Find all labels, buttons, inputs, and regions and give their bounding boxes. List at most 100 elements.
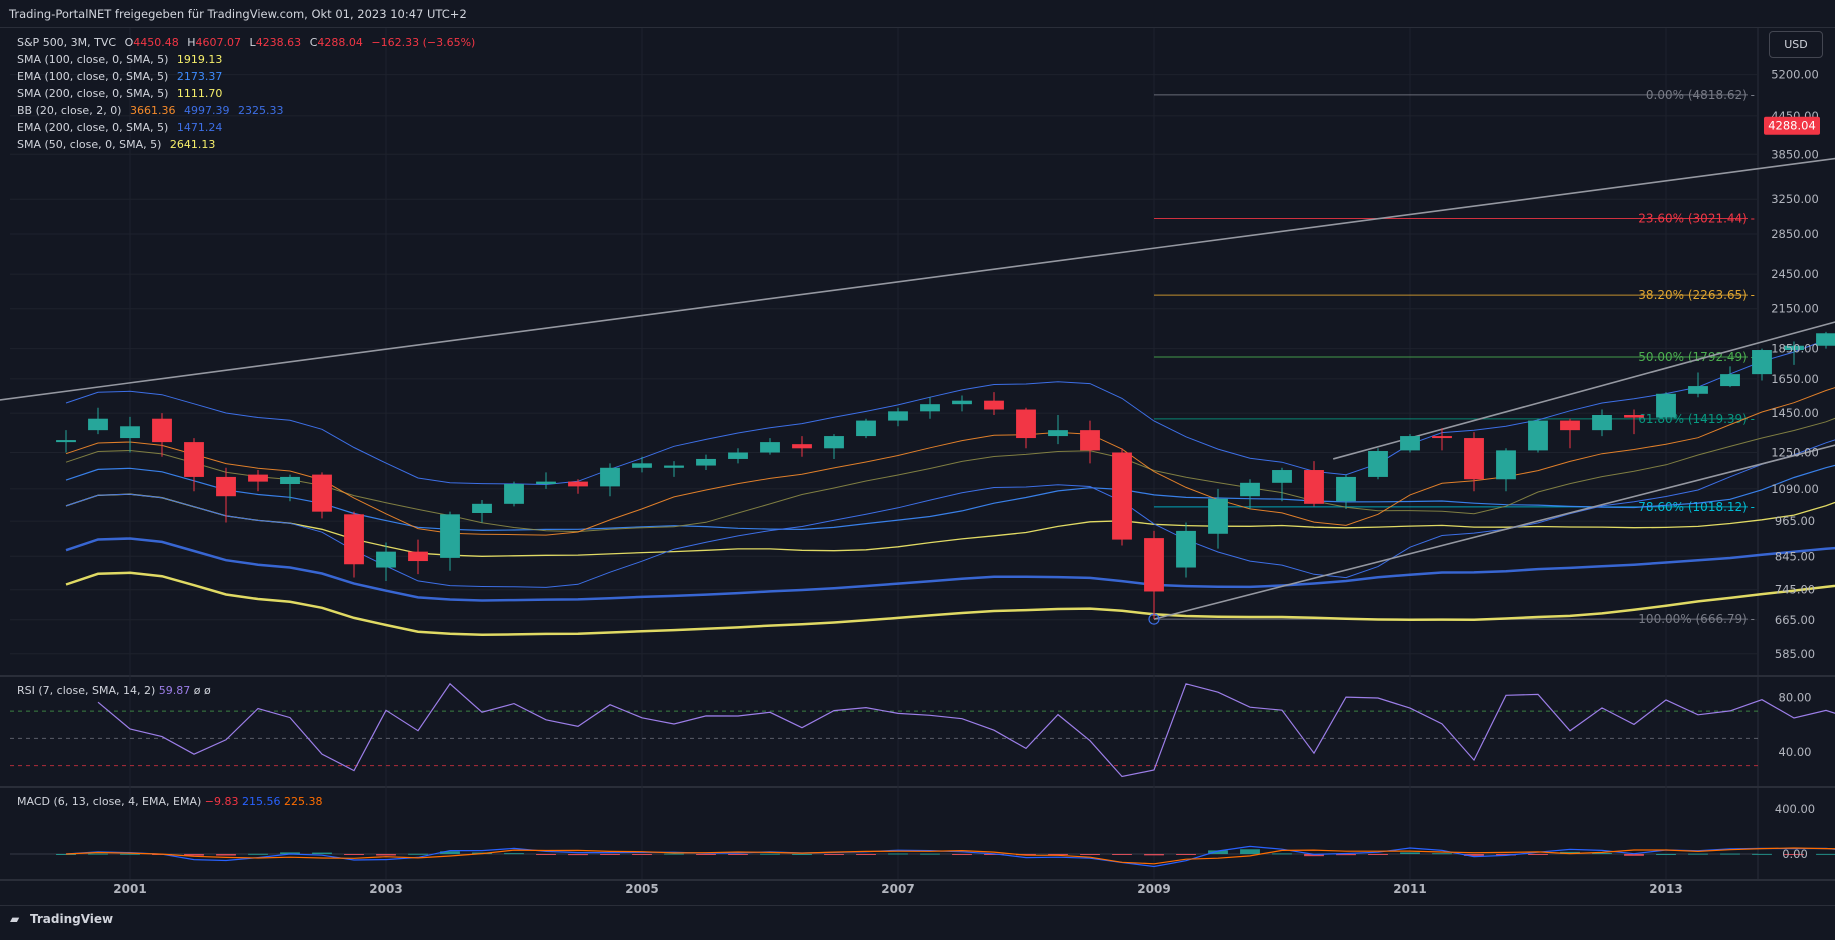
- candle-body: [1560, 420, 1580, 431]
- macd-histogram-bar: [1528, 854, 1548, 855]
- candle-body: [1496, 450, 1516, 480]
- macd-histogram-bar: [1752, 853, 1772, 855]
- indicator-bb[interactable]: BB (20, close, 2, 0) 3661.36 4997.39 232…: [17, 102, 480, 119]
- candle: [1016, 407, 1036, 449]
- macd-histogram-bar: [600, 854, 620, 855]
- fib-retracement: 0.00% (4818.62) - 23.60% (3021.44) - 38.20…: [1154, 88, 1755, 626]
- candle-body: [696, 458, 716, 466]
- grid: [10, 28, 1758, 879]
- candle: [600, 463, 620, 497]
- macd-histogram-bar: [1240, 849, 1260, 854]
- macd-histogram-bar: [1176, 854, 1196, 855]
- candle: [1752, 348, 1772, 381]
- macd-histogram-bar: [1816, 853, 1835, 855]
- macd-histogram-bar: [632, 854, 652, 855]
- candle: [984, 392, 1004, 415]
- rsi-pane: 80.00 40.00: [10, 682, 1835, 778]
- moving-averages: [65, 336, 1835, 637]
- macd-histogram-bar: [376, 854, 396, 856]
- candle-body: [1656, 393, 1676, 418]
- sma200-line: [65, 571, 1835, 637]
- candle: [472, 499, 492, 523]
- rsi-legend[interactable]: RSI (7, close, SMA, 14, 2) 59.87 ø ø: [17, 684, 211, 697]
- macd-histogram-bar: [408, 853, 428, 855]
- top-bar: Trading-PortalNET freigegeben für Tradin…: [0, 0, 1835, 28]
- indicator-sma100[interactable]: SMA (100, close, 0, SMA, 5) 1919.13: [17, 51, 480, 68]
- macd-histogram-bar: [280, 852, 300, 854]
- indicator-ema200[interactable]: EMA (200, close, 0, SMA, 5) 1471.24: [17, 119, 480, 136]
- candle: [1272, 467, 1292, 502]
- trendline-upper: [0, 157, 1835, 401]
- candle-body: [1624, 414, 1644, 418]
- indicator-name: BB (20, close, 2, 0): [17, 104, 122, 117]
- candle: [568, 479, 588, 494]
- indicator-value: 1111.70: [176, 87, 223, 100]
- macd-histogram-bar: [760, 853, 780, 855]
- indicator-sma50[interactable]: SMA (50, close, 0, SMA, 5) 2641.13: [17, 136, 480, 153]
- macd-pane: 400.00 0.00: [10, 802, 1835, 868]
- candle: [920, 397, 940, 419]
- macd-histogram-bar: [952, 854, 972, 855]
- candle-body: [1784, 345, 1804, 351]
- price-axis: 5200.004450.003850.003250.002850.002450.…: [1764, 68, 1820, 661]
- indicator-value: 4997.39: [183, 104, 230, 117]
- macd-tick-label: 400.00: [1775, 802, 1815, 816]
- macd-histogram-bar: [536, 854, 556, 855]
- candle-body: [56, 440, 76, 443]
- time-tick-label: 2005: [625, 882, 658, 896]
- macd-histogram-bar: [1464, 854, 1484, 856]
- candle: [1080, 420, 1100, 464]
- price-tick-label: 5200.00: [1771, 68, 1819, 82]
- indicator-ema100[interactable]: EMA (100, close, 0, SMA, 5) 2173.37: [17, 68, 480, 85]
- macd-histogram-bar: [1144, 854, 1164, 856]
- last-price-label: 4288.04: [1768, 119, 1816, 133]
- ohlc-row: S&P 500, 3M, TVC O4450.48 H4607.07 L4238…: [17, 34, 480, 51]
- tradingview-logo[interactable]: ▰ TradingView: [10, 912, 113, 926]
- indicator-name: SMA (100, close, 0, SMA, 5): [17, 53, 169, 66]
- macd-histogram-bar: [1336, 854, 1356, 856]
- candle: [1336, 474, 1356, 510]
- candle-body: [856, 420, 876, 437]
- candle: [1816, 331, 1835, 349]
- candle-body: [376, 551, 396, 568]
- macd-histogram-bar: [568, 854, 588, 856]
- sma50-line: [65, 417, 1835, 533]
- candle: [696, 454, 716, 471]
- candle: [280, 474, 300, 502]
- macd-histogram-bar: [248, 853, 268, 855]
- macd-legend[interactable]: MACD (6, 13, close, 4, EMA, EMA) −9.83 2…: [17, 795, 323, 808]
- macd-histogram-bar: [1624, 854, 1644, 856]
- candle: [56, 430, 76, 453]
- candle: [120, 416, 140, 453]
- candle-body: [1176, 530, 1196, 568]
- candle-body: [440, 514, 460, 558]
- price-legend: S&P 500, 3M, TVC O4450.48 H4607.07 L4238…: [17, 34, 480, 153]
- currency-button[interactable]: USD: [1769, 31, 1823, 58]
- rsi-name: RSI (7, close, SMA, 14, 2): [17, 684, 156, 697]
- price-tick-label: 1650.00: [1771, 372, 1819, 386]
- candle: [1464, 432, 1484, 492]
- candle: [216, 467, 236, 523]
- macd-histogram-bar: [120, 853, 140, 855]
- candle: [152, 413, 172, 457]
- price-tick-label: 1450.00: [1771, 406, 1819, 420]
- macd-histogram-bar: [1656, 854, 1676, 855]
- macd-histogram-bar: [440, 851, 460, 854]
- candle-body: [728, 452, 748, 459]
- indicator-value: 1471.24: [176, 121, 223, 134]
- candle: [1208, 488, 1228, 549]
- indicator-sma200[interactable]: SMA (200, close, 0, SMA, 5) 1111.70: [17, 85, 480, 102]
- macd-histogram-bar: [1688, 853, 1708, 855]
- candle: [1400, 434, 1420, 453]
- indicator-value: 2173.37: [176, 70, 223, 83]
- price-tick-label: 3250.00: [1771, 192, 1819, 206]
- candle-body: [1592, 414, 1612, 431]
- sma100-line: [65, 493, 1835, 557]
- candle: [1624, 409, 1644, 435]
- price-tick-label: 845.00: [1775, 549, 1815, 563]
- candle: [1144, 530, 1164, 620]
- bb-basis-line: [65, 387, 1835, 536]
- macd-histogram-bar: [1720, 853, 1740, 855]
- ohlc-close: C4288.04: [309, 36, 363, 49]
- chart-canvas[interactable]: 0.00% (4818.62) - 23.60% (3021.44) - 38.20…: [0, 0, 1835, 905]
